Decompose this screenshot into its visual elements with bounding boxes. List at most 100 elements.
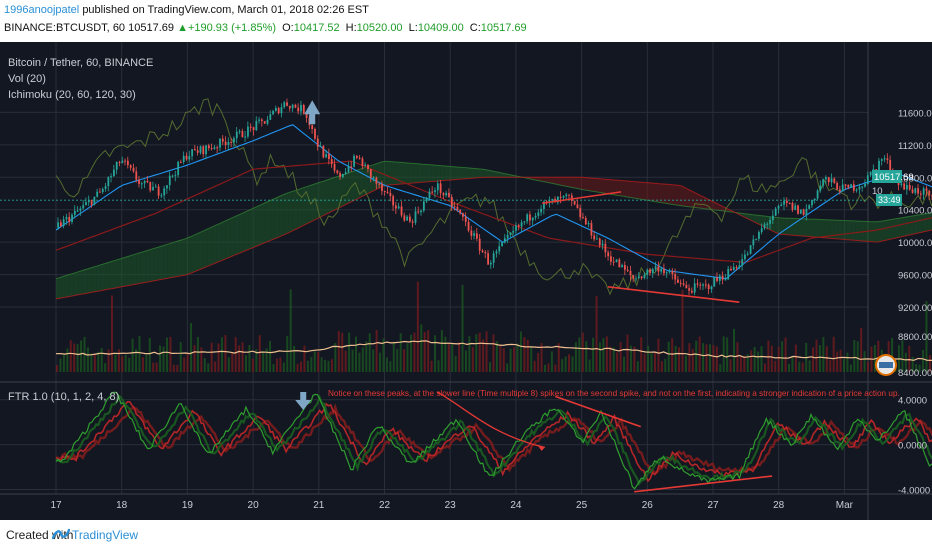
volume-bar <box>836 351 839 372</box>
candle-body <box>336 170 339 174</box>
volume-bar <box>289 289 292 372</box>
tradingview-link[interactable]: TradingView <box>72 528 139 542</box>
volume-bar <box>124 354 127 372</box>
candle-body <box>651 269 654 274</box>
candle-body <box>852 184 855 191</box>
symbol-label[interactable]: BINANCE:BTCUSDT, <box>4 22 110 34</box>
volume-bar <box>722 336 725 372</box>
candlesticks <box>57 98 932 296</box>
volume-bar <box>533 360 536 372</box>
candle-body <box>632 275 635 279</box>
volume-bar <box>437 360 440 372</box>
volume-bar <box>733 328 736 372</box>
candle-body <box>459 209 462 214</box>
candle-body <box>914 188 917 193</box>
candle-body <box>76 210 79 212</box>
up-arrow-icon <box>304 100 321 125</box>
chart-canvas[interactable]: 11600.00 11200.00 10800.00 10400.00 10000.00… <box>0 42 932 520</box>
volume-bar <box>691 348 694 372</box>
candle-body <box>537 212 540 216</box>
cloud-segment <box>248 208 253 250</box>
volume-bar <box>801 362 804 372</box>
cloud-segment <box>400 162 405 185</box>
cloud-segment <box>319 180 325 218</box>
candle-body <box>813 198 816 201</box>
volume-bar <box>922 349 925 372</box>
volume-bar <box>203 358 206 372</box>
candle-body <box>682 283 685 285</box>
volume-bar <box>760 346 763 372</box>
candle-body <box>758 232 760 239</box>
candle-body <box>637 276 640 279</box>
volume-bar <box>358 352 361 372</box>
volume-bar <box>485 331 488 372</box>
cloud-segment <box>873 221 879 242</box>
cloud-segment <box>449 166 454 181</box>
candle-body <box>316 138 319 147</box>
close-label: C: <box>469 22 481 34</box>
candle-body <box>610 256 612 262</box>
volume-bar <box>190 323 193 372</box>
volume-bar <box>513 347 516 372</box>
cloud-segment <box>292 189 298 231</box>
volume-bar <box>416 281 419 372</box>
cloud-segment <box>172 241 177 278</box>
volume-bar <box>251 358 254 372</box>
volume-bar <box>220 337 223 372</box>
volume-bar <box>330 359 333 372</box>
cloud-segment <box>328 178 333 214</box>
candle-body <box>400 206 403 216</box>
candle-body <box>277 108 280 114</box>
time-tick-label: 21 <box>313 500 325 511</box>
candle-body <box>598 238 601 246</box>
candle-body <box>844 184 847 186</box>
candle-body <box>347 166 350 173</box>
volume-bar <box>829 359 832 372</box>
cloud-segment <box>596 178 602 193</box>
time-tick-label: 25 <box>576 500 588 511</box>
candle-body <box>414 211 417 223</box>
scroll-indicator[interactable] <box>875 354 897 376</box>
tradingview-logo-icon[interactable] <box>52 526 70 542</box>
high-value: 10520.00 <box>356 22 403 34</box>
price-tick-label: 10400.00 <box>898 206 932 217</box>
candle-body <box>431 191 434 193</box>
candle-body <box>71 214 73 223</box>
cloud-segment <box>770 216 776 233</box>
candle-body <box>467 221 470 231</box>
price-trendline <box>607 285 740 303</box>
candle-body <box>294 104 297 108</box>
candle-body <box>512 230 515 233</box>
cloud-segment <box>467 167 472 179</box>
volume-bar <box>592 337 595 372</box>
cloud-segment <box>900 217 905 237</box>
volume-bar <box>217 343 220 372</box>
cloud-segment <box>408 163 414 184</box>
candle-body <box>688 288 691 291</box>
volume-bar <box>365 341 368 372</box>
cloud-segment <box>270 198 275 241</box>
candle-body <box>696 283 699 285</box>
cloud-segment <box>837 220 843 240</box>
volume-bar <box>623 356 626 372</box>
volume-bar <box>636 361 639 372</box>
candle-body <box>436 183 439 191</box>
cloud-segment <box>114 259 119 289</box>
volume-bar <box>667 341 670 372</box>
ftr-trendline <box>634 475 773 493</box>
volume-bar <box>334 343 337 372</box>
volume-bar <box>482 339 485 372</box>
volume-bar <box>80 340 83 372</box>
cloud-segment <box>842 220 847 240</box>
candle-body <box>274 108 277 111</box>
candle-body <box>741 259 744 266</box>
cloud-segment <box>592 178 597 192</box>
volume-bar <box>739 356 742 372</box>
cloud-segment <box>230 216 235 257</box>
trendlines <box>295 100 773 493</box>
candle-body <box>263 121 266 124</box>
author-link[interactable]: 1996anoojpatel <box>4 4 80 16</box>
volume-bar <box>420 324 423 372</box>
candle-body <box>607 252 610 257</box>
candle-body <box>515 225 517 231</box>
